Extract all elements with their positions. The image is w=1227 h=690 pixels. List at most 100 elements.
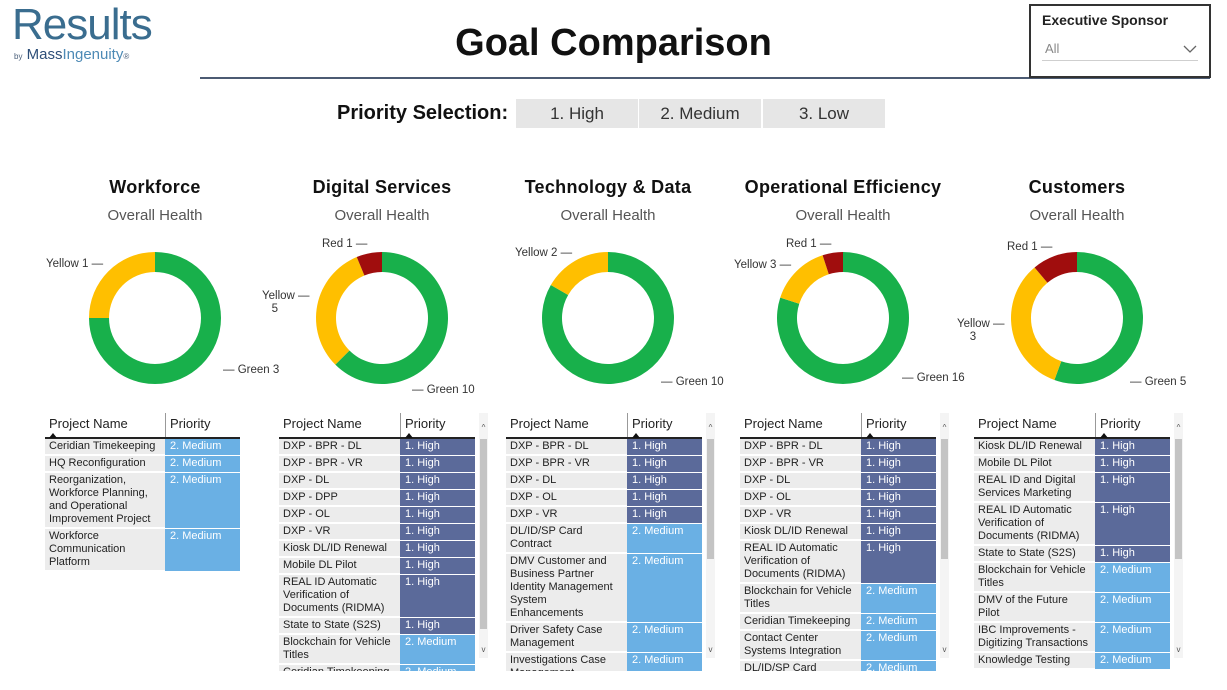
table-row[interactable]: DXP - BPR - VR 1. High — [506, 456, 702, 473]
table-row[interactable]: Kiosk DL/ID Renewal 1. High — [740, 524, 936, 541]
operational-efficiency-slice-green[interactable] — [777, 252, 909, 384]
table-scrollbar[interactable]: ^ v — [940, 413, 949, 658]
scroll-up-icon[interactable]: ^ — [481, 423, 486, 432]
project-name-cell: DXP - BPR - VR — [506, 456, 627, 472]
table-row[interactable]: DXP - BPR - VR 1. High — [279, 456, 475, 473]
table-row[interactable]: Blockchain for Vehicle Titles 2. Medium — [279, 635, 475, 665]
table-row[interactable]: REAL ID and Digital Services Marketing 1.… — [974, 473, 1170, 503]
technology-data-slice-green[interactable] — [542, 252, 674, 384]
table-row[interactable]: DXP - DL 1. High — [740, 473, 936, 490]
project-name-cell: DXP - DL — [506, 473, 627, 489]
customers-slice-yellow[interactable] — [1011, 267, 1062, 381]
customers-slice-green[interactable] — [1054, 252, 1143, 384]
table-row[interactable]: Knowledge Testing 2. Medium — [974, 653, 1170, 670]
table-row[interactable]: DXP - VR 1. High — [740, 507, 936, 524]
table-row[interactable]: Blockchain for Vehicle Titles 2. Medium — [974, 563, 1170, 593]
table-row[interactable]: HQ Reconfiguration 2. Medium — [45, 456, 240, 473]
scroll-up-icon[interactable]: ^ — [708, 423, 713, 432]
table-row[interactable]: DXP - VR 1. High — [506, 507, 702, 524]
scroll-up-icon[interactable]: ^ — [1176, 423, 1181, 432]
table-row[interactable]: DXP - BPR - VR 1. High — [740, 456, 936, 473]
project-name-cell: DXP - BPR - DL — [506, 439, 627, 455]
table-row[interactable]: REAL ID Automatic Verification of Docume… — [974, 503, 1170, 546]
logo-byline: by MassIngenuity® — [14, 46, 130, 63]
priority-header[interactable]: Priority — [861, 413, 936, 438]
table-row[interactable]: REAL ID Automatic Verification of Docume… — [740, 541, 936, 584]
scroll-up-icon[interactable]: ^ — [942, 423, 947, 432]
project-name-header[interactable]: Project Name — [510, 416, 589, 431]
priority-header[interactable]: Priority — [627, 413, 702, 438]
customers-slice-red[interactable] — [1034, 252, 1077, 283]
scroll-down-icon[interactable]: v — [708, 645, 713, 654]
digital-services-label-green: — Green 10 — [412, 384, 475, 396]
table-row[interactable]: State to State (S2S) 1. High — [974, 546, 1170, 563]
table-row[interactable]: DXP - BPR - DL 1. High — [506, 439, 702, 456]
table-row[interactable]: Kiosk DL/ID Renewal 1. High — [974, 439, 1170, 456]
digital-services-slice-green[interactable] — [335, 252, 449, 385]
project-name-cell: Knowledge Testing — [974, 653, 1095, 669]
project-name-cell: IBC Improvements - Digitizing Transactio… — [974, 623, 1095, 652]
priority-low-button[interactable]: 3. Low — [763, 99, 885, 128]
digital-services-slice-yellow[interactable] — [316, 257, 365, 365]
scroll-down-icon[interactable]: v — [481, 645, 486, 654]
table-row[interactable]: DXP - OL 1. High — [279, 507, 475, 524]
priority-cell: 1. High — [400, 558, 475, 574]
table-row[interactable]: DXP - OL 1. High — [506, 490, 702, 507]
table-row[interactable]: DXP - OL 1. High — [740, 490, 936, 507]
project-name-header[interactable]: Project Name — [45, 413, 165, 438]
table-scrollbar[interactable]: ^ v — [1174, 413, 1183, 658]
table-scrollbar[interactable]: ^ v — [479, 413, 488, 658]
table-row[interactable]: DMV of the Future Pilot 2. Medium — [974, 593, 1170, 623]
sponsor-dropdown[interactable]: All — [1042, 37, 1198, 61]
scroll-thumb[interactable] — [480, 439, 487, 629]
table-row[interactable]: DXP - DL 1. High — [279, 473, 475, 490]
priority-cell: 1. High — [1095, 473, 1170, 502]
scroll-down-icon[interactable]: v — [942, 645, 947, 654]
table-row[interactable]: Reorganization, Workforce Planning, and … — [45, 473, 240, 529]
priority-high-button[interactable]: 1. High — [516, 99, 638, 128]
digital-services-overall-health-label: Overall Health — [334, 207, 430, 224]
table-row[interactable]: REAL ID Automatic Verification of Docume… — [279, 575, 475, 618]
project-name-header[interactable]: Project Name — [744, 416, 823, 431]
table-row[interactable]: DXP - BPR - DL 1. High — [740, 439, 936, 456]
priority-header[interactable]: Priority — [400, 413, 475, 438]
project-name-cell: Reorganization, Workforce Planning, and … — [45, 473, 165, 528]
table-scrollbar[interactable]: ^ v — [706, 413, 715, 658]
table-row[interactable]: DL/ID/SP Card 2. Medium — [740, 661, 936, 671]
project-name-header[interactable]: Project Name — [283, 416, 362, 431]
project-name-cell: DXP - OL — [740, 490, 861, 506]
table-row[interactable]: Blockchain for Vehicle Titles 2. Medium — [740, 584, 936, 614]
scroll-down-icon[interactable]: v — [1176, 645, 1181, 654]
table-row[interactable]: DMV Customer and Business Partner Identi… — [506, 554, 702, 623]
table-row[interactable]: Mobile DL Pilot 1. High — [974, 456, 1170, 473]
priority-header[interactable]: Priority — [165, 413, 240, 437]
scroll-thumb[interactable] — [1175, 439, 1182, 559]
table-row[interactable]: DXP - DL 1. High — [506, 473, 702, 490]
table-row[interactable]: Workforce Communication Platform 2. Mediu… — [45, 529, 240, 572]
table-row[interactable]: Driver Safety Case Management 2. Medium — [506, 623, 702, 653]
project-name-cell: DXP - BPR - VR — [279, 456, 400, 472]
digital-services-slice-red[interactable] — [356, 252, 382, 276]
operational-efficiency-slice-red[interactable] — [822, 252, 843, 275]
table-row[interactable]: Kiosk DL/ID Renewal 1. High — [279, 541, 475, 558]
table-row[interactable]: DXP - BPR - DL 1. High — [279, 439, 475, 456]
priority-header[interactable]: Priority — [1095, 413, 1170, 438]
table-row[interactable]: State to State (S2S) 1. High — [279, 618, 475, 635]
table-row[interactable]: DXP - VR 1. High — [279, 524, 475, 541]
table-row[interactable]: Contact Center Systems Integration 2. Med… — [740, 631, 936, 661]
project-name-header[interactable]: Project Name — [978, 416, 1057, 431]
page-title: Goal Comparison — [455, 22, 772, 64]
table-row[interactable]: Mobile DL Pilot 1. High — [279, 558, 475, 575]
priority-medium-button[interactable]: 2. Medium — [639, 99, 761, 128]
table-row[interactable]: DXP - DPP 1. High — [279, 490, 475, 507]
scroll-thumb[interactable] — [941, 439, 948, 559]
project-name-cell: Blockchain for Vehicle Titles — [279, 635, 400, 664]
table-row[interactable]: IBC Improvements - Digitizing Transactio… — [974, 623, 1170, 653]
scroll-thumb[interactable] — [707, 439, 714, 559]
workforce-slice-green[interactable] — [89, 252, 221, 384]
table-row[interactable]: DL/ID/SP Card Contract 2. Medium — [506, 524, 702, 554]
